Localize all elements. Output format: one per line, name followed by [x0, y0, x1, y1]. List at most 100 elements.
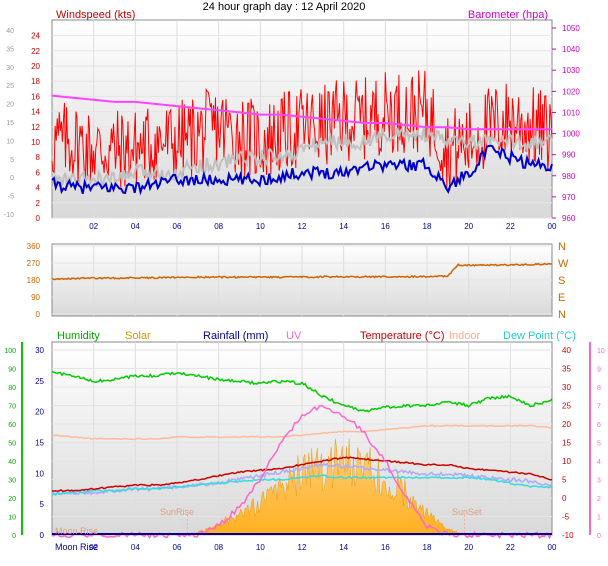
- wind-tick-red: 14: [31, 108, 40, 117]
- barometer-tick: 1000: [562, 130, 580, 139]
- wind-x-tick: 04: [131, 222, 140, 231]
- wind-tick-grey: -5: [8, 194, 14, 201]
- wind-tick-grey: 15: [6, 120, 14, 127]
- uv-tick: 7: [597, 404, 601, 411]
- legend-solar: Solar: [125, 330, 151, 342]
- moonrise-label: Moon Rise: [55, 542, 98, 552]
- uv-tick: 6: [597, 422, 601, 429]
- uv-tick: 1: [597, 515, 601, 522]
- dir-tick: 0: [36, 310, 41, 319]
- temp-tick: 30: [562, 383, 571, 392]
- wind-tick-red: 2: [36, 199, 41, 208]
- wind-tick-grey: 5: [10, 157, 14, 164]
- temp-tick: 5: [562, 476, 567, 485]
- wind-x-tick: 16: [381, 222, 390, 231]
- compass-label: S: [558, 275, 565, 287]
- temp-x-tick: 20: [464, 543, 473, 552]
- sunset-label: SunSet: [452, 507, 482, 517]
- wind-left-axis: 024681012141618202224-10-505101520253035…: [4, 28, 41, 223]
- compass-label: N: [558, 309, 566, 321]
- temp-x-tick: 14: [339, 543, 348, 552]
- gust-avg-line: [51, 126, 553, 188]
- temperature-line: [52, 456, 553, 492]
- temp-x-tick: 00: [548, 543, 557, 552]
- rain-tick: 20: [35, 408, 44, 417]
- wind-x-axis: 02 04 06 08 10 12 14 16 18 20 22 00: [89, 222, 557, 231]
- windspeed-line: [51, 70, 553, 191]
- humidity-tick: 40: [8, 459, 16, 466]
- temp-x-axis: 02 04 06 08 10 12 14 16 18 20 22 00: [89, 543, 557, 552]
- temp-tick: 20: [562, 420, 571, 429]
- wind-tick-red: 18: [31, 77, 40, 86]
- dir-tick: 360: [27, 242, 41, 251]
- temp-x-tick: 18: [423, 543, 432, 552]
- barometer-tick: 1020: [562, 87, 580, 96]
- temp-tick: 15: [562, 439, 571, 448]
- barometer-tick: 1010: [562, 108, 580, 117]
- temp-x-tick: 06: [173, 543, 182, 552]
- barometer-label: Barometer (hpa): [468, 9, 548, 21]
- humidity-tick: 50: [8, 441, 16, 448]
- temp-x-tick: 16: [381, 543, 390, 552]
- uv-tick: 3: [597, 478, 601, 485]
- direction-grid: [52, 244, 552, 316]
- wind-x-tick: 12: [298, 222, 307, 231]
- legend-dew-point: Dew Point (°C): [503, 330, 576, 342]
- temp-x-tick: 22: [506, 543, 515, 552]
- barometer-tick: 960: [562, 214, 576, 223]
- wind-x-tick: 08: [214, 222, 223, 231]
- temp-tick: 40: [562, 346, 571, 355]
- legend-rainfall: Rainfall (mm): [203, 330, 268, 342]
- sunrise-label: SunRise: [160, 507, 194, 517]
- uv-tick: 0: [597, 533, 601, 540]
- rain-tick: 0: [40, 531, 45, 540]
- wind-tick-red: 4: [36, 184, 41, 193]
- humidity-tick: 30: [8, 478, 16, 485]
- uv-tick: 5: [597, 441, 601, 448]
- compass-label: E: [558, 292, 565, 304]
- wind-tick-red: 6: [36, 168, 41, 177]
- rain-tick: 25: [35, 377, 44, 386]
- wind-tick-red: 22: [31, 47, 40, 56]
- wind-avg-line: [51, 144, 553, 196]
- wind-x-tick: 02: [89, 222, 98, 231]
- wind-x-tick: 10: [256, 222, 265, 231]
- uv-tick: 10: [597, 348, 605, 355]
- temp-series: [51, 370, 553, 540]
- barometer-tick: 1050: [562, 24, 580, 33]
- rain-tick: 10: [35, 469, 44, 478]
- direction-line: [51, 262, 553, 281]
- wind-tick-red: 8: [36, 153, 41, 162]
- uv-tick: 8: [597, 385, 601, 392]
- uv-tick: 4: [597, 459, 601, 466]
- barometer-tick: 1040: [562, 45, 580, 54]
- barometer-tick: 1030: [562, 66, 580, 75]
- wind-tick-grey: 20: [6, 102, 14, 109]
- wind-tick-grey: 10: [6, 138, 14, 145]
- wind-tick-grey: 0: [10, 175, 14, 182]
- wind-x-tick: 14: [339, 222, 348, 231]
- temp-x-tick: 12: [298, 543, 307, 552]
- rain-tick: 5: [40, 500, 45, 509]
- legend-temperature: Temperature (°C): [360, 330, 444, 342]
- wind-tick-red: 12: [31, 123, 40, 132]
- humidity-tick: 100: [4, 348, 16, 355]
- wind-tick-red: 16: [31, 92, 40, 101]
- temp-legend: Humidity Solar Rainfall (mm) UV Temperat…: [57, 330, 576, 342]
- wind-x-tick: 20: [464, 222, 473, 231]
- chart-title: 24 hour graph day : 12 April 2020: [203, 1, 366, 13]
- humidity-tick: 90: [8, 367, 16, 374]
- legend-indoor: Indoor: [449, 330, 481, 342]
- uv-line: [51, 404, 553, 540]
- temp-x-tick: 10: [256, 543, 265, 552]
- barometer-line: [51, 94, 552, 131]
- temp-x-tick: 02: [89, 543, 98, 552]
- wind-x-tick: 06: [173, 222, 182, 231]
- wind-tick-red: 24: [31, 32, 40, 41]
- wind-tick-grey: -10: [4, 212, 14, 219]
- moonset-label: Moon Rise: [55, 526, 98, 536]
- wind-tick-grey: 35: [6, 46, 14, 53]
